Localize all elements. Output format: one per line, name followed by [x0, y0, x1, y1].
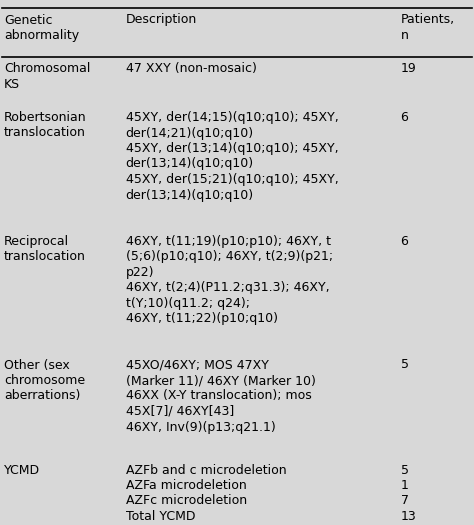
Text: Description: Description — [126, 14, 197, 26]
Text: Genetic
abnormality: Genetic abnormality — [4, 14, 79, 42]
Text: Robertsonian
translocation: Robertsonian translocation — [4, 111, 86, 140]
Text: 45XO/46XY; MOS 47XY
(Marker 11)/ 46XY (Marker 10)
46XX (X-Y translocation); mos
: 45XO/46XY; MOS 47XY (Marker 11)/ 46XY (M… — [126, 359, 316, 434]
Text: Reciprocal
translocation: Reciprocal translocation — [4, 235, 86, 263]
Text: Chromosomal
KS: Chromosomal KS — [4, 62, 90, 91]
Text: 47 XXY (non-mosaic): 47 XXY (non-mosaic) — [126, 62, 256, 75]
Text: YCMD: YCMD — [4, 464, 40, 477]
Text: 6: 6 — [401, 111, 409, 124]
Text: 5
1
7
13: 5 1 7 13 — [401, 464, 416, 523]
Text: AZFb and c microdeletion
AZFa microdeletion
AZFc microdeletion
Total YCMD: AZFb and c microdeletion AZFa microdelet… — [126, 464, 286, 523]
Text: Patients,
n: Patients, n — [401, 14, 455, 42]
Text: 5: 5 — [401, 359, 409, 372]
Text: 46XY, t(11;19)(p10;p10); 46XY, t
(5;6)(p10;q10); 46XY, t(2;9)(p21;
p22)
46XY, t(: 46XY, t(11;19)(p10;p10); 46XY, t (5;6)(p… — [126, 235, 333, 326]
Text: 6: 6 — [401, 235, 409, 248]
Text: 19: 19 — [401, 62, 416, 75]
Text: Other (sex
chromosome
aberrations): Other (sex chromosome aberrations) — [4, 359, 85, 403]
Text: 45XY, der(14;15)(q10;q10); 45XY,
der(14;21)(q10;q10)
45XY, der(13;14)(q10;q10); : 45XY, der(14;15)(q10;q10); 45XY, der(14;… — [126, 111, 338, 202]
